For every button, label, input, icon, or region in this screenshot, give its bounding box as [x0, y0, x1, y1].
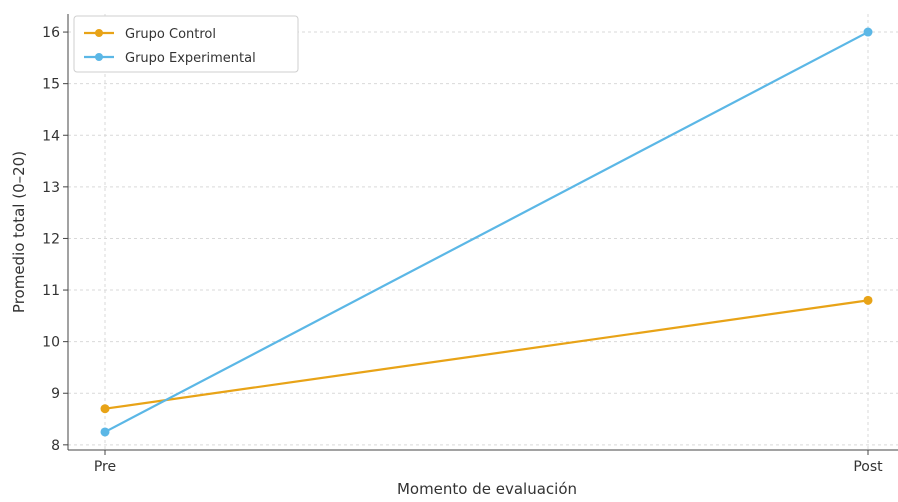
y-axis-label: Promedio total (0–20): [10, 151, 28, 313]
series-point: [863, 295, 873, 305]
y-tick-label: 11: [42, 283, 60, 299]
series-point: [100, 427, 110, 437]
legend-label: Grupo Experimental: [125, 51, 256, 66]
legend-marker: [95, 29, 103, 37]
y-tick-label: 13: [42, 180, 60, 196]
x-axis-label: Momento de evaluación: [397, 480, 577, 498]
x-tick-label: Post: [853, 459, 883, 475]
y-ticks: 8 9 10 11 12 13 14 15 16: [42, 25, 68, 454]
series-point: [100, 404, 110, 414]
legend-label: Grupo Control: [125, 27, 216, 42]
series-group: [100, 27, 873, 437]
y-tick-label: 9: [51, 386, 60, 402]
y-tick-label: 16: [42, 25, 60, 41]
x-tick-label: Pre: [94, 459, 116, 475]
y-tick-label: 8: [51, 438, 60, 454]
y-tick-label: 14: [42, 128, 60, 144]
y-tick-label: 15: [42, 77, 60, 93]
axes: [67, 14, 898, 451]
y-tick-label: 12: [42, 231, 60, 247]
series-point: [863, 27, 873, 37]
series-line: [104, 299, 869, 410]
legend-marker: [95, 53, 103, 61]
y-tick-label: 10: [42, 335, 60, 351]
x-ticks: Pre Post: [94, 450, 883, 475]
series-line: [104, 31, 869, 433]
grid: [68, 14, 898, 450]
legend: Grupo Control Grupo Experimental: [73, 15, 299, 73]
legend-box: [73, 15, 299, 73]
